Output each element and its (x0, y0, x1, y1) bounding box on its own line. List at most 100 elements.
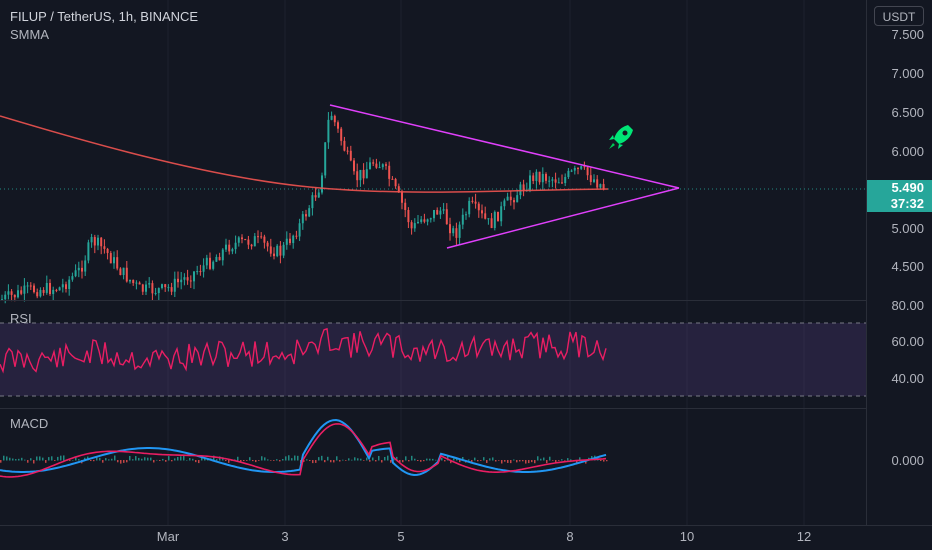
candle-body (193, 271, 195, 282)
candle-body (10, 291, 13, 295)
candle-body (29, 285, 32, 287)
candle-body (61, 284, 64, 288)
macd-histogram-bar (180, 456, 182, 461)
candle-body (119, 268, 122, 276)
macd-histogram-bar (444, 460, 446, 462)
candle-body (426, 219, 429, 222)
time-label: 12 (796, 529, 812, 544)
macd-histogram-bar (276, 459, 278, 461)
candle-body (529, 175, 531, 190)
macd-histogram-bar (198, 460, 200, 464)
candle-body (593, 179, 595, 182)
macd-histogram-bar (492, 457, 494, 461)
macd-histogram-bar (51, 456, 53, 461)
macd-histogram-bar (453, 458, 455, 461)
candle-body (93, 237, 96, 246)
candle-body (45, 282, 48, 293)
candle-body (420, 219, 423, 222)
candle-body (250, 244, 253, 247)
candle-body (154, 293, 157, 295)
macd-histogram-bar (432, 458, 434, 461)
candle-body (145, 284, 147, 292)
macd-histogram-bar (69, 460, 71, 461)
macd-pane-divider[interactable] (0, 408, 866, 409)
rocket-icon[interactable] (606, 122, 636, 152)
candle-body (90, 237, 93, 243)
bar-countdown: 37:32 (890, 196, 924, 211)
candle-body (455, 228, 458, 238)
macd-histogram-bar (129, 455, 131, 461)
candle-body (186, 277, 189, 281)
rsi-pane-divider[interactable] (0, 300, 866, 301)
candle-body (391, 178, 394, 180)
candle-body (141, 284, 144, 292)
macd-histogram-bar (78, 459, 80, 461)
macd-histogram-bar (564, 460, 566, 461)
candle-body (173, 278, 176, 292)
macd-histogram-bar (177, 457, 179, 461)
macd-histogram-bar (540, 458, 542, 461)
macd-histogram-bar (108, 459, 110, 461)
macd-histogram-bar (477, 460, 479, 462)
candle-body (538, 171, 541, 183)
symbol-legend[interactable]: FILUP / TetherUS, 1h, BINANCE (10, 9, 199, 24)
macd-histogram-bar (303, 460, 305, 462)
candle-body (58, 287, 61, 291)
candle-body (263, 236, 266, 243)
macd-histogram-bar (189, 457, 191, 461)
candle-body (327, 119, 330, 143)
macd-histogram-bar (15, 459, 17, 461)
macd-histogram-bar (312, 460, 314, 464)
candle-body (439, 210, 442, 215)
macd-histogram-bar (186, 459, 188, 461)
macd-legend[interactable]: MACD (10, 416, 49, 431)
macd-histogram-bar (105, 458, 107, 461)
candle-body (333, 115, 336, 123)
candle-body (13, 294, 16, 298)
candle-body (113, 257, 115, 264)
candle-body (276, 245, 279, 257)
triangle-upper-trendline (329, 104, 680, 189)
candle-body (7, 291, 10, 295)
macd-histogram-bar (462, 457, 464, 461)
candle-body (535, 171, 538, 181)
macd-histogram-bar (249, 457, 251, 461)
macd-histogram-bar (537, 456, 539, 461)
candle-body (353, 160, 355, 172)
macd-histogram-bar (354, 457, 356, 461)
candle-body (452, 228, 455, 234)
candle-body (394, 179, 397, 187)
candle-body (52, 289, 55, 295)
candle-body (170, 287, 173, 292)
macd-histogram-bar (603, 460, 605, 462)
macd-histogram-bar (339, 460, 341, 462)
candle-body (541, 173, 544, 183)
macd-histogram-bar (342, 459, 344, 461)
candle-body (253, 236, 256, 247)
rsi-axis-label: 80.00 (891, 298, 924, 313)
candle-body (349, 150, 352, 161)
candle-body (23, 285, 26, 294)
rsi-legend[interactable]: RSI (10, 311, 32, 326)
candle-body (231, 249, 234, 252)
macd-histogram-bar (138, 457, 140, 461)
candle-body (209, 257, 211, 269)
smma-legend[interactable]: SMMA (10, 27, 49, 42)
macd-histogram-bar (546, 460, 548, 464)
macd-histogram-bar (372, 457, 374, 461)
candle-body (20, 290, 23, 294)
candle-body (330, 115, 333, 120)
macd-histogram-bar (333, 460, 335, 463)
candle-body (471, 200, 474, 202)
candle-body (212, 261, 215, 269)
macd-histogram-bar (279, 460, 281, 462)
macd-histogram-bar (411, 455, 413, 461)
macd-histogram-bar (441, 457, 443, 461)
candle-body (269, 246, 272, 254)
candle-body (375, 163, 378, 168)
currency-button[interactable]: USDT (874, 6, 924, 26)
candle-body (301, 214, 304, 224)
candle-body (218, 256, 221, 261)
